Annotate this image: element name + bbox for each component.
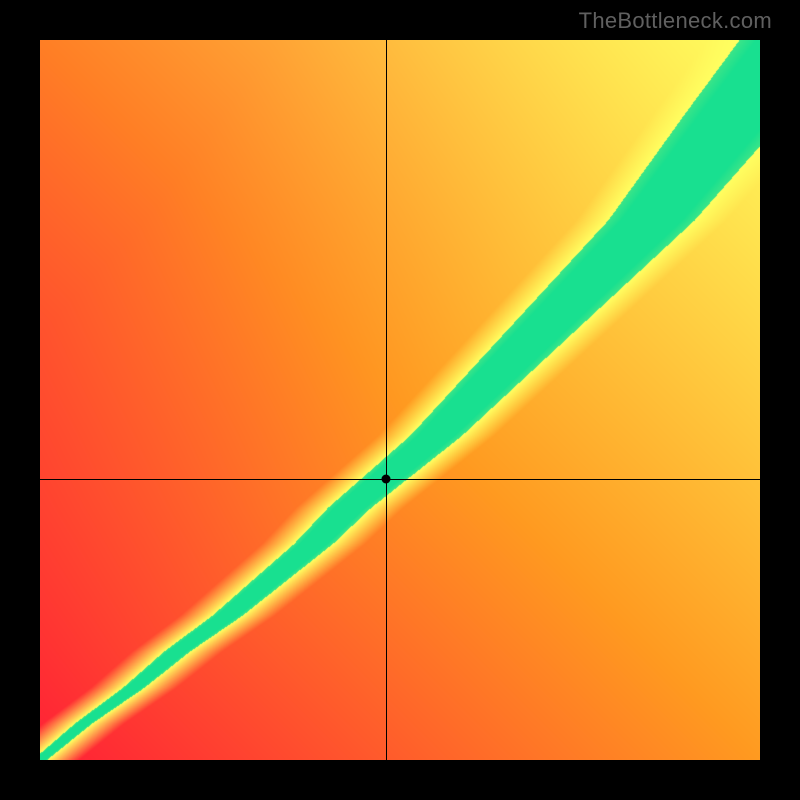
- marker-dot: [381, 475, 390, 484]
- crosshair-vertical: [386, 40, 387, 760]
- heatmap-plot: [40, 40, 760, 760]
- crosshair-horizontal: [40, 479, 760, 480]
- watermark-text: TheBottleneck.com: [579, 8, 772, 34]
- heatmap-canvas: [40, 40, 760, 760]
